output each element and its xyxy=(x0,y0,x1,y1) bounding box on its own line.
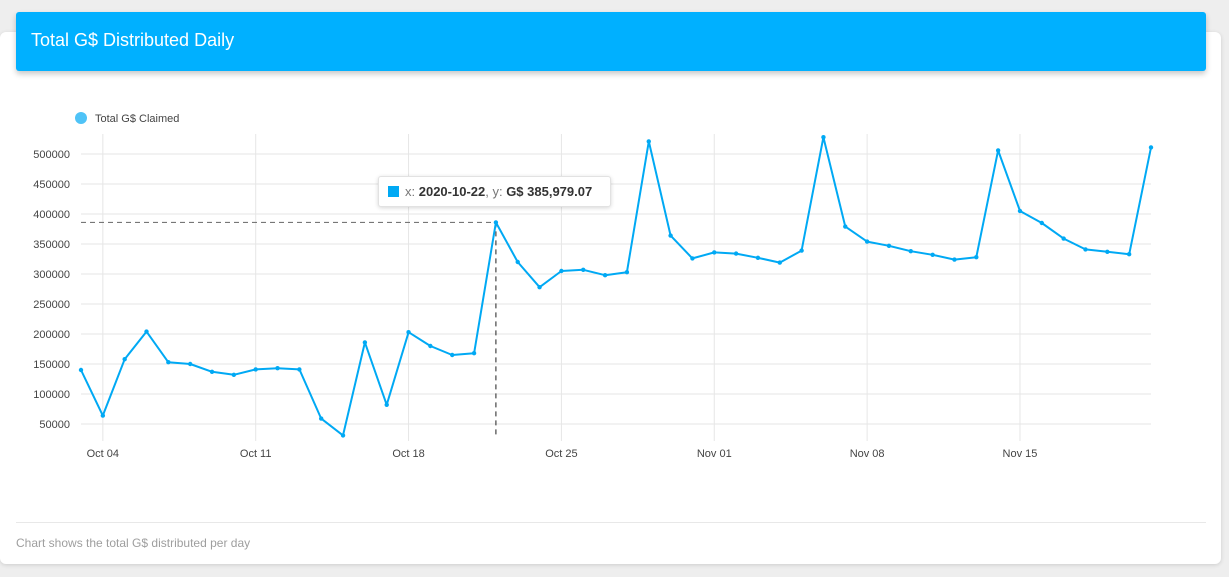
data-point xyxy=(450,352,455,358)
data-point xyxy=(537,285,542,290)
data-point xyxy=(297,367,302,372)
data-point xyxy=(253,367,258,372)
data-point xyxy=(995,148,1001,153)
data-point xyxy=(974,255,979,260)
data-point xyxy=(1039,220,1045,226)
data-point xyxy=(122,357,127,362)
data-point xyxy=(1061,236,1066,241)
data-point xyxy=(624,270,630,275)
line-chart: 50000 100000 150000 200000 250000 300000 35000… xyxy=(33,112,1154,460)
data-point xyxy=(144,329,149,334)
tooltip-y-label: , y: xyxy=(485,184,507,199)
data-point xyxy=(1105,249,1110,254)
x-tick-label: Nov 15 xyxy=(1003,448,1038,460)
data-point xyxy=(712,250,717,255)
x-tick-label: Oct 25 xyxy=(545,448,577,460)
data-point xyxy=(1083,247,1088,252)
chart-card xyxy=(0,32,1221,564)
legend-marker xyxy=(75,112,87,124)
x-tick-label: Oct 11 xyxy=(240,448,272,460)
data-point xyxy=(952,257,957,262)
y-tick-label: 300000 xyxy=(33,269,70,281)
data-point xyxy=(799,248,804,253)
y-tick-label: 400000 xyxy=(33,209,70,221)
data-point xyxy=(559,268,564,274)
y-tick-label: 200000 xyxy=(33,329,70,341)
data-point xyxy=(319,416,324,421)
x-tick-label: Nov 08 xyxy=(850,448,885,460)
legend-label: Total G$ Claimed xyxy=(95,113,179,125)
data-point xyxy=(406,330,411,335)
chart-area: 50000 100000 150000 200000 250000 300000 35000… xyxy=(0,95,1229,475)
y-tick-label: 250000 xyxy=(33,299,70,311)
data-point xyxy=(340,433,346,438)
data-point xyxy=(690,256,695,261)
tooltip-x-label: x: xyxy=(405,184,419,199)
y-tick-label: 500000 xyxy=(33,149,70,161)
data-point xyxy=(166,360,171,365)
data-point xyxy=(428,343,433,349)
data-point xyxy=(78,367,84,373)
x-tick-label: Oct 04 xyxy=(87,448,119,460)
data-point xyxy=(668,233,673,238)
series-line xyxy=(80,136,1152,437)
data-point xyxy=(930,252,935,257)
data-point xyxy=(864,239,870,244)
card-header-title: Total G$ Distributed Daily xyxy=(16,12,1206,71)
x-tick-label: Oct 18 xyxy=(392,448,424,460)
data-point xyxy=(908,249,913,254)
data-point xyxy=(384,402,389,407)
data-point xyxy=(471,351,477,356)
y-tick-label: 150000 xyxy=(33,359,70,371)
tooltip-series-swatch xyxy=(388,186,399,197)
data-point xyxy=(646,139,651,144)
data-point xyxy=(231,372,237,377)
y-tick-label: 50000 xyxy=(39,419,70,431)
data-point xyxy=(821,135,826,140)
data-point xyxy=(515,259,520,265)
data-point xyxy=(1148,145,1154,150)
y-tick-label: 100000 xyxy=(33,389,70,401)
data-point xyxy=(100,413,106,418)
x-tick-label: Nov 01 xyxy=(697,448,732,460)
data-point xyxy=(362,340,368,345)
tooltip-y-value: G$ 385,979.07 xyxy=(506,184,593,199)
data-point xyxy=(209,369,215,374)
data-point xyxy=(581,267,586,272)
data-point xyxy=(733,251,739,256)
data-point xyxy=(755,255,761,260)
y-tick-label: 450000 xyxy=(33,179,70,191)
footer-note: Chart shows the total G$ distributed per… xyxy=(16,536,251,550)
data-point xyxy=(275,366,280,371)
chart-tooltip: x: 2020-10-22, y: G$ 385,979.07 xyxy=(378,176,611,207)
footer-divider xyxy=(16,522,1206,523)
data-point xyxy=(187,361,193,367)
data-point xyxy=(886,243,892,248)
data-point xyxy=(1126,252,1132,257)
data-point xyxy=(1017,208,1023,214)
data-point xyxy=(602,273,608,278)
data-point xyxy=(777,260,782,265)
data-point xyxy=(843,224,848,229)
tooltip-x-value: 2020-10-22 xyxy=(418,184,486,199)
data-point xyxy=(493,220,499,225)
y-tick-label: 350000 xyxy=(33,239,70,251)
